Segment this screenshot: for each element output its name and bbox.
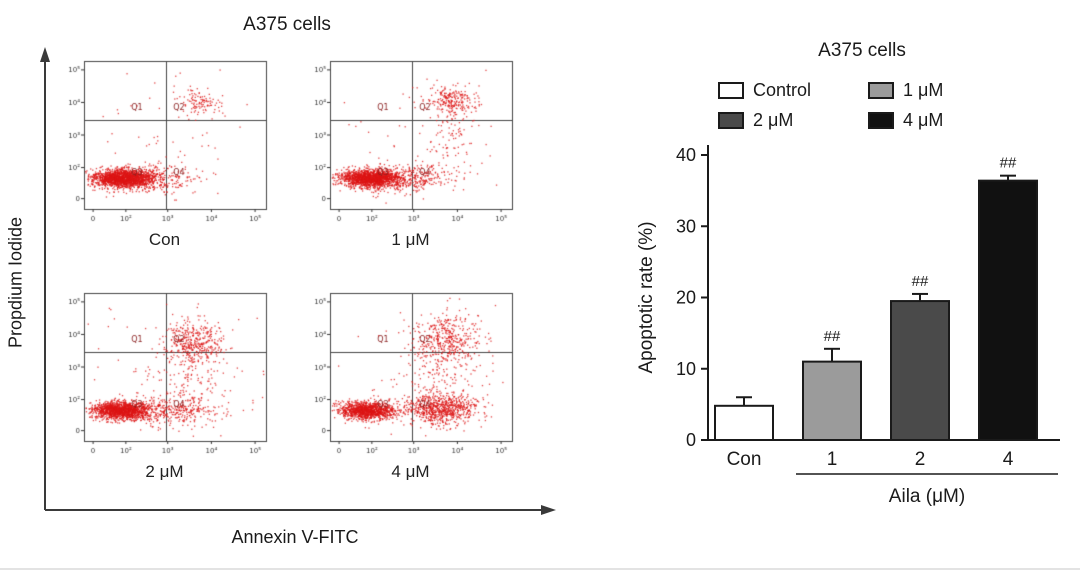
significance-annotation: ##: [1000, 155, 1017, 172]
x-tick-label: 4: [1003, 449, 1014, 470]
legend-label: 2 μM: [753, 110, 794, 130]
flow-plot-canvas-2um: [57, 290, 272, 460]
flow-plot-canvas-4um: [303, 290, 518, 460]
legend-item-4um: 4 μM: [868, 110, 1018, 131]
bar-2: [890, 300, 950, 441]
bar-Con: [714, 404, 774, 441]
flow-plot-cell-1um: 1 μM: [303, 58, 518, 250]
flow-plot-canvas-con: [57, 58, 272, 228]
legend-swatch-2um: [718, 112, 744, 129]
significance-annotation: ##: [912, 273, 929, 290]
legend-item-2um: 2 μM: [718, 110, 868, 131]
flow-plot-cell-con: Con: [57, 58, 272, 250]
y-tick-label: 30: [676, 216, 696, 236]
bar-1: [802, 360, 862, 441]
legend: Control 1 μM 2 μM 4 μM: [718, 80, 1018, 131]
x-axis-arrowhead-icon: [541, 505, 556, 515]
legend-item-1um: 1 μM: [868, 80, 1018, 101]
y-tick-label: 20: [676, 288, 696, 308]
x-tick-label: 1: [827, 449, 838, 470]
x-tick-label: Con: [727, 449, 762, 470]
y-axis-arrowhead-icon: [40, 47, 50, 62]
legend-label: 1 μM: [903, 80, 944, 100]
y-tick-label: 10: [676, 359, 696, 379]
legend-label: 4 μM: [903, 110, 944, 130]
flow-plot-caption: 2 μM: [145, 462, 184, 481]
x-tick-label: 2: [915, 449, 926, 470]
bottom-divider: [0, 568, 1080, 570]
legend-swatch-1um: [868, 82, 894, 99]
flow-plot-caption: Con: [148, 230, 181, 249]
significance-annotation: ##: [824, 328, 841, 345]
legend-swatch-control: [718, 82, 744, 99]
bar-4: [978, 179, 1038, 442]
flow-plot-cell-4um: 4 μM: [303, 290, 518, 482]
bar-chart-title: A375 cells: [818, 40, 906, 61]
group-label: Aila (μM): [889, 486, 965, 507]
flow-axes-arrows: [40, 47, 556, 515]
legend-item-control: Control: [718, 80, 868, 101]
y-tick-label: 40: [676, 145, 696, 165]
legend-swatch-4um: [868, 112, 894, 129]
flow-plot-caption: 1 μM: [391, 230, 430, 249]
flow-x-axis-label: Annexin V-FITC: [231, 527, 359, 547]
flow-y-axis-label: Propdium Iodide: [5, 216, 26, 349]
legend-label: Control: [753, 80, 812, 100]
y-tick-label: 0: [686, 430, 696, 450]
flow-panel-title: A375 cells: [243, 14, 331, 35]
flow-plot-caption: 4 μM: [391, 462, 430, 481]
flow-plot-cell-2um: 2 μM: [57, 290, 272, 482]
bar-y-axis-label: Apoptotic rate (%): [636, 221, 657, 373]
flow-plot-canvas-1um: [303, 58, 518, 228]
bar-chart: 0 10 20 30 40 Apoptotic rate (%) Con ## 1 ## 2 ## 4 A…: [636, 145, 1060, 507]
